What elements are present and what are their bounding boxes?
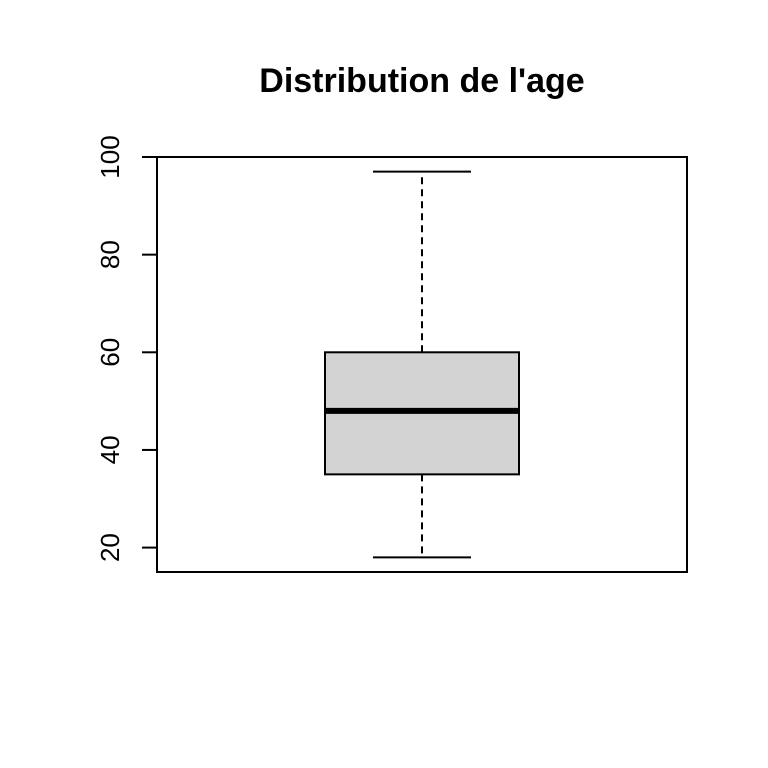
y-tick-label-60: 60 [95,338,125,367]
boxplot-marks [324,170,520,559]
y-tick-label-20: 20 [95,533,125,562]
y-tick-label-40: 40 [95,435,125,464]
y-tick-label-100: 100 [95,135,125,178]
y-axis: 20 40 60 80 100 [95,135,158,562]
chart-title: Distribution de l'age [259,62,584,100]
y-tick-label-80: 80 [95,240,125,269]
